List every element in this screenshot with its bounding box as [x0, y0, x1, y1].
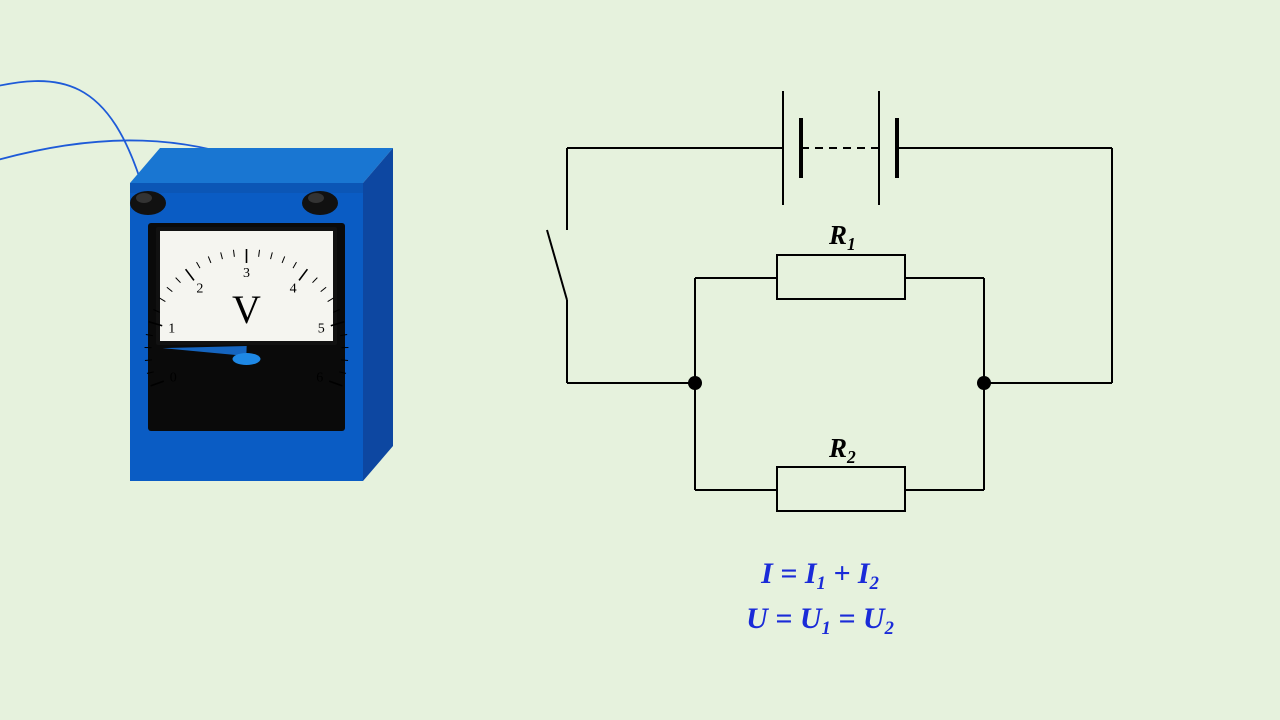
equation-voltages: U = U1 = U2	[746, 602, 894, 639]
scale-label: 6	[316, 371, 323, 386]
diagram-canvas: R1R20123456VI = I1 + I2U = U1 = U2	[0, 0, 1280, 720]
scale-label: 5	[318, 322, 325, 337]
scale-label: 1	[168, 322, 175, 337]
scale-label: 2	[196, 281, 203, 296]
voltmeter-pivot	[233, 353, 261, 365]
scale-label: 4	[290, 281, 297, 296]
scale-label: 0	[170, 371, 177, 386]
voltmeter-unit: V	[232, 287, 261, 332]
node-right	[977, 376, 991, 390]
scale-label: 3	[243, 266, 250, 281]
node-left	[688, 376, 702, 390]
